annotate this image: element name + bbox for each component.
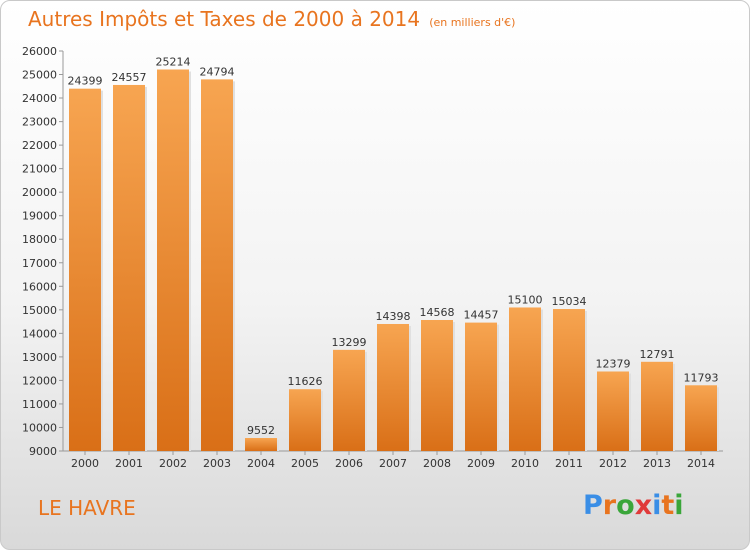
- x-tick-label-2006: 2006: [335, 457, 363, 470]
- data-label-2010: 15100: [508, 293, 543, 306]
- y-tick-label: 13000: [22, 351, 57, 364]
- x-tick-label-2000: 2000: [71, 457, 99, 470]
- bar-2009: [465, 322, 497, 451]
- data-label-2003: 24794: [200, 65, 235, 78]
- y-tick-label: 21000: [22, 163, 57, 176]
- data-label-2007: 14398: [376, 310, 411, 323]
- data-label-2014: 11793: [684, 371, 719, 384]
- y-tick-label: 17000: [22, 257, 57, 270]
- chart-title: Autres Impôts et Taxes de 2000 à 2014 (e…: [28, 7, 515, 31]
- logo-letter: x: [634, 490, 653, 521]
- data-label-2004: 9552: [247, 424, 275, 437]
- y-tick-label: 23000: [22, 116, 57, 129]
- x-tick-label-2003: 2003: [203, 457, 231, 470]
- y-tick-label: 25000: [22, 69, 57, 82]
- bar-2003: [201, 79, 233, 452]
- data-label-2002: 25214: [156, 55, 191, 68]
- chart-title-main: Autres Impôts et Taxes de 2000 à 2014: [28, 7, 421, 31]
- y-axis: 9000 10000 11000 12000 13000 14000 15000 16000 1…: [22, 45, 64, 458]
- y-tick-label: 15000: [22, 304, 57, 317]
- y-tick-label: 14000: [22, 327, 57, 340]
- y-tick-label: 10000: [22, 421, 57, 434]
- logo-letter: o: [616, 490, 635, 521]
- x-tick-label-2011: 2011: [555, 457, 583, 470]
- y-tick-label: 18000: [22, 233, 57, 246]
- y-tick-label: 26000: [22, 45, 57, 58]
- chart-title-unit: (en milliers d'€): [429, 16, 516, 29]
- bar-2006: [333, 349, 365, 451]
- y-tick-label: 24000: [22, 92, 57, 105]
- y-tick-label: 22000: [22, 139, 57, 152]
- data-label-2005: 11626: [288, 375, 323, 388]
- bar-2004: [245, 438, 277, 451]
- bar-2010: [509, 307, 541, 451]
- data-label-2012: 12379: [596, 357, 631, 370]
- proxiti-logo[interactable]: Proxiti: [583, 490, 684, 521]
- logo-letter: i: [674, 490, 684, 521]
- bar-2008: [421, 319, 453, 451]
- bar-2005: [289, 389, 321, 451]
- bars-group: 24399 24557 25214 24794 9552 11626 13299 14398 1…: [68, 55, 719, 452]
- bar-2011: [553, 309, 585, 451]
- logo-letter: t: [661, 490, 675, 521]
- x-tick-label-2001: 2001: [115, 457, 143, 470]
- data-label-2006: 13299: [332, 336, 367, 349]
- x-tick-label-2004: 2004: [247, 457, 275, 470]
- y-tick-label: 19000: [22, 210, 57, 223]
- data-label-2008: 14568: [420, 306, 455, 319]
- bar-2013: [641, 361, 673, 451]
- x-tick-label-2007: 2007: [379, 457, 407, 470]
- x-tick-label-2008: 2008: [423, 457, 451, 470]
- y-tick-label: 12000: [22, 374, 57, 387]
- city-label: LE HAVRE: [38, 496, 136, 520]
- data-label-2009: 14457: [464, 309, 499, 322]
- data-label-2013: 12791: [640, 348, 675, 361]
- y-tick-label: 20000: [22, 186, 57, 199]
- data-label-2000: 24399: [68, 75, 103, 88]
- bar-2002: [157, 69, 189, 452]
- x-tick-label-2010: 2010: [511, 457, 539, 470]
- x-tick-label-2009: 2009: [467, 457, 495, 470]
- logo-letter: r: [602, 490, 617, 521]
- data-label-2011: 15034: [552, 295, 587, 308]
- x-tick-label-2013: 2013: [643, 457, 671, 470]
- y-tick-label: 9000: [29, 445, 57, 458]
- y-tick-label: 11000: [22, 398, 57, 411]
- bar-2007: [377, 323, 409, 451]
- logo-letter: i: [652, 490, 662, 521]
- bar-2000: [69, 88, 101, 451]
- y-tick-label: 16000: [22, 280, 57, 293]
- bar-2001: [113, 84, 145, 451]
- x-tick-label-2012: 2012: [599, 457, 627, 470]
- x-axis: 2000 2001 2002 2003 2004 2005 2006 2007 2008 2009…: [63, 450, 723, 470]
- x-tick-label-2005: 2005: [291, 457, 319, 470]
- bar-2012: [597, 371, 629, 451]
- bar-2014: [685, 385, 717, 451]
- x-tick-label-2014: 2014: [687, 457, 715, 470]
- data-label-2001: 24557: [112, 71, 147, 84]
- x-tick-label-2002: 2002: [159, 457, 187, 470]
- logo-letter: P: [583, 490, 603, 521]
